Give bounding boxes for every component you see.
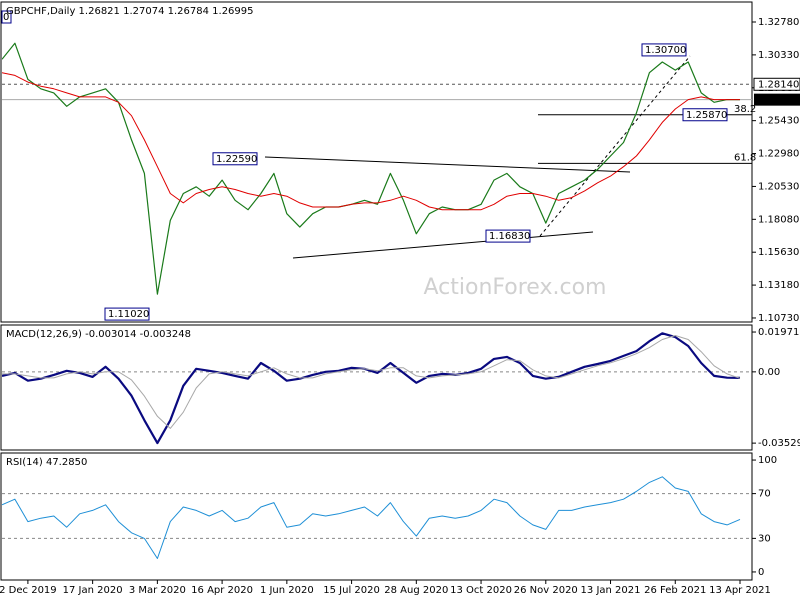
- x-tick-label: 26 Feb 2021: [644, 585, 706, 596]
- y-tick-label: 0: [758, 567, 764, 578]
- y-tick-label: 0.00: [758, 367, 780, 378]
- y-tick-label: 30: [758, 533, 771, 544]
- y-tick-label: 1.15630: [758, 247, 799, 258]
- annotation-box: [212, 152, 258, 166]
- y-tick-label: 70: [758, 489, 771, 500]
- y-tick-label: 1.20530: [758, 181, 799, 192]
- x-tick-label: 1 Jun 2020: [260, 585, 314, 596]
- x-tick-label: 17 Jan 2020: [63, 585, 123, 596]
- y-tick-label: 1.30330: [758, 50, 799, 61]
- reference-label: 1.28140: [758, 79, 799, 90]
- y-tick-label: 1.10730: [758, 313, 799, 324]
- x-tick-label: 15 Jul 2020: [323, 585, 380, 596]
- trendline: [292, 231, 594, 259]
- x-tick-label: 13 Jan 2021: [581, 585, 641, 596]
- series-line: [2, 42, 740, 295]
- y-tick-label: 1.25430: [758, 116, 799, 127]
- series-line: [2, 332, 741, 445]
- pane-title: MACD(12,26,9) -0.003014 -0.003248: [6, 329, 191, 340]
- annotation-label: 1.16830: [489, 231, 530, 242]
- y-tick-label: 1.32780: [758, 17, 799, 28]
- y-tick-label: 1.22980: [758, 149, 799, 160]
- y-tick-label: -0.035295: [758, 438, 800, 449]
- y-tick-label: 1.13180: [758, 280, 799, 291]
- x-tick-label: 26 Nov 2020: [514, 585, 578, 596]
- annotation-label: 1.25870: [686, 110, 727, 121]
- fib-label: 61.8: [734, 152, 756, 163]
- corner-label: 0: [3, 12, 9, 23]
- pane-title: GBPCHF,Daily 1.26821 1.27074 1.26784 1.2…: [6, 6, 254, 17]
- annotation-label: 1.22590: [216, 154, 257, 165]
- y-tick-label: 0.019718: [758, 327, 800, 338]
- series-line: [2, 72, 740, 211]
- y-tick-label: 100: [758, 455, 777, 466]
- corner-box: [1, 10, 12, 24]
- watermark: ActionForex.com: [424, 275, 607, 300]
- current-label: 1.26995: [758, 95, 799, 106]
- fib-label: 38.2: [734, 104, 756, 115]
- annotation-box: [104, 307, 150, 321]
- pane-frame: [0, 1, 753, 323]
- x-tick-label: 28 Aug 2020: [384, 585, 448, 596]
- current-box: [754, 93, 800, 106]
- x-tick-label: 13 Apr 2021: [709, 585, 771, 596]
- pane-frame: [0, 324, 753, 451]
- annotation-label: 1.30700: [645, 45, 686, 56]
- reference-box: [753, 77, 800, 91]
- pane-frame: [0, 452, 753, 581]
- trendline: [264, 156, 631, 173]
- x-tick-label: 2 Dec 2019: [0, 585, 57, 596]
- annotation-box: [485, 229, 531, 243]
- pane-title: RSI(14) 47.2850: [6, 457, 87, 468]
- x-tick-label: 16 Apr 2020: [191, 585, 253, 596]
- x-tick-label: 13 Oct 2020: [450, 585, 512, 596]
- series-line: [2, 335, 741, 429]
- x-tick-label: 3 Mar 2020: [129, 585, 186, 596]
- annotation-label: 1.11020: [108, 309, 149, 320]
- annotation-box: [641, 43, 687, 57]
- y-tick-label: 1.18080: [758, 214, 799, 225]
- series-line: [2, 476, 741, 559]
- annotation-box: [682, 108, 728, 122]
